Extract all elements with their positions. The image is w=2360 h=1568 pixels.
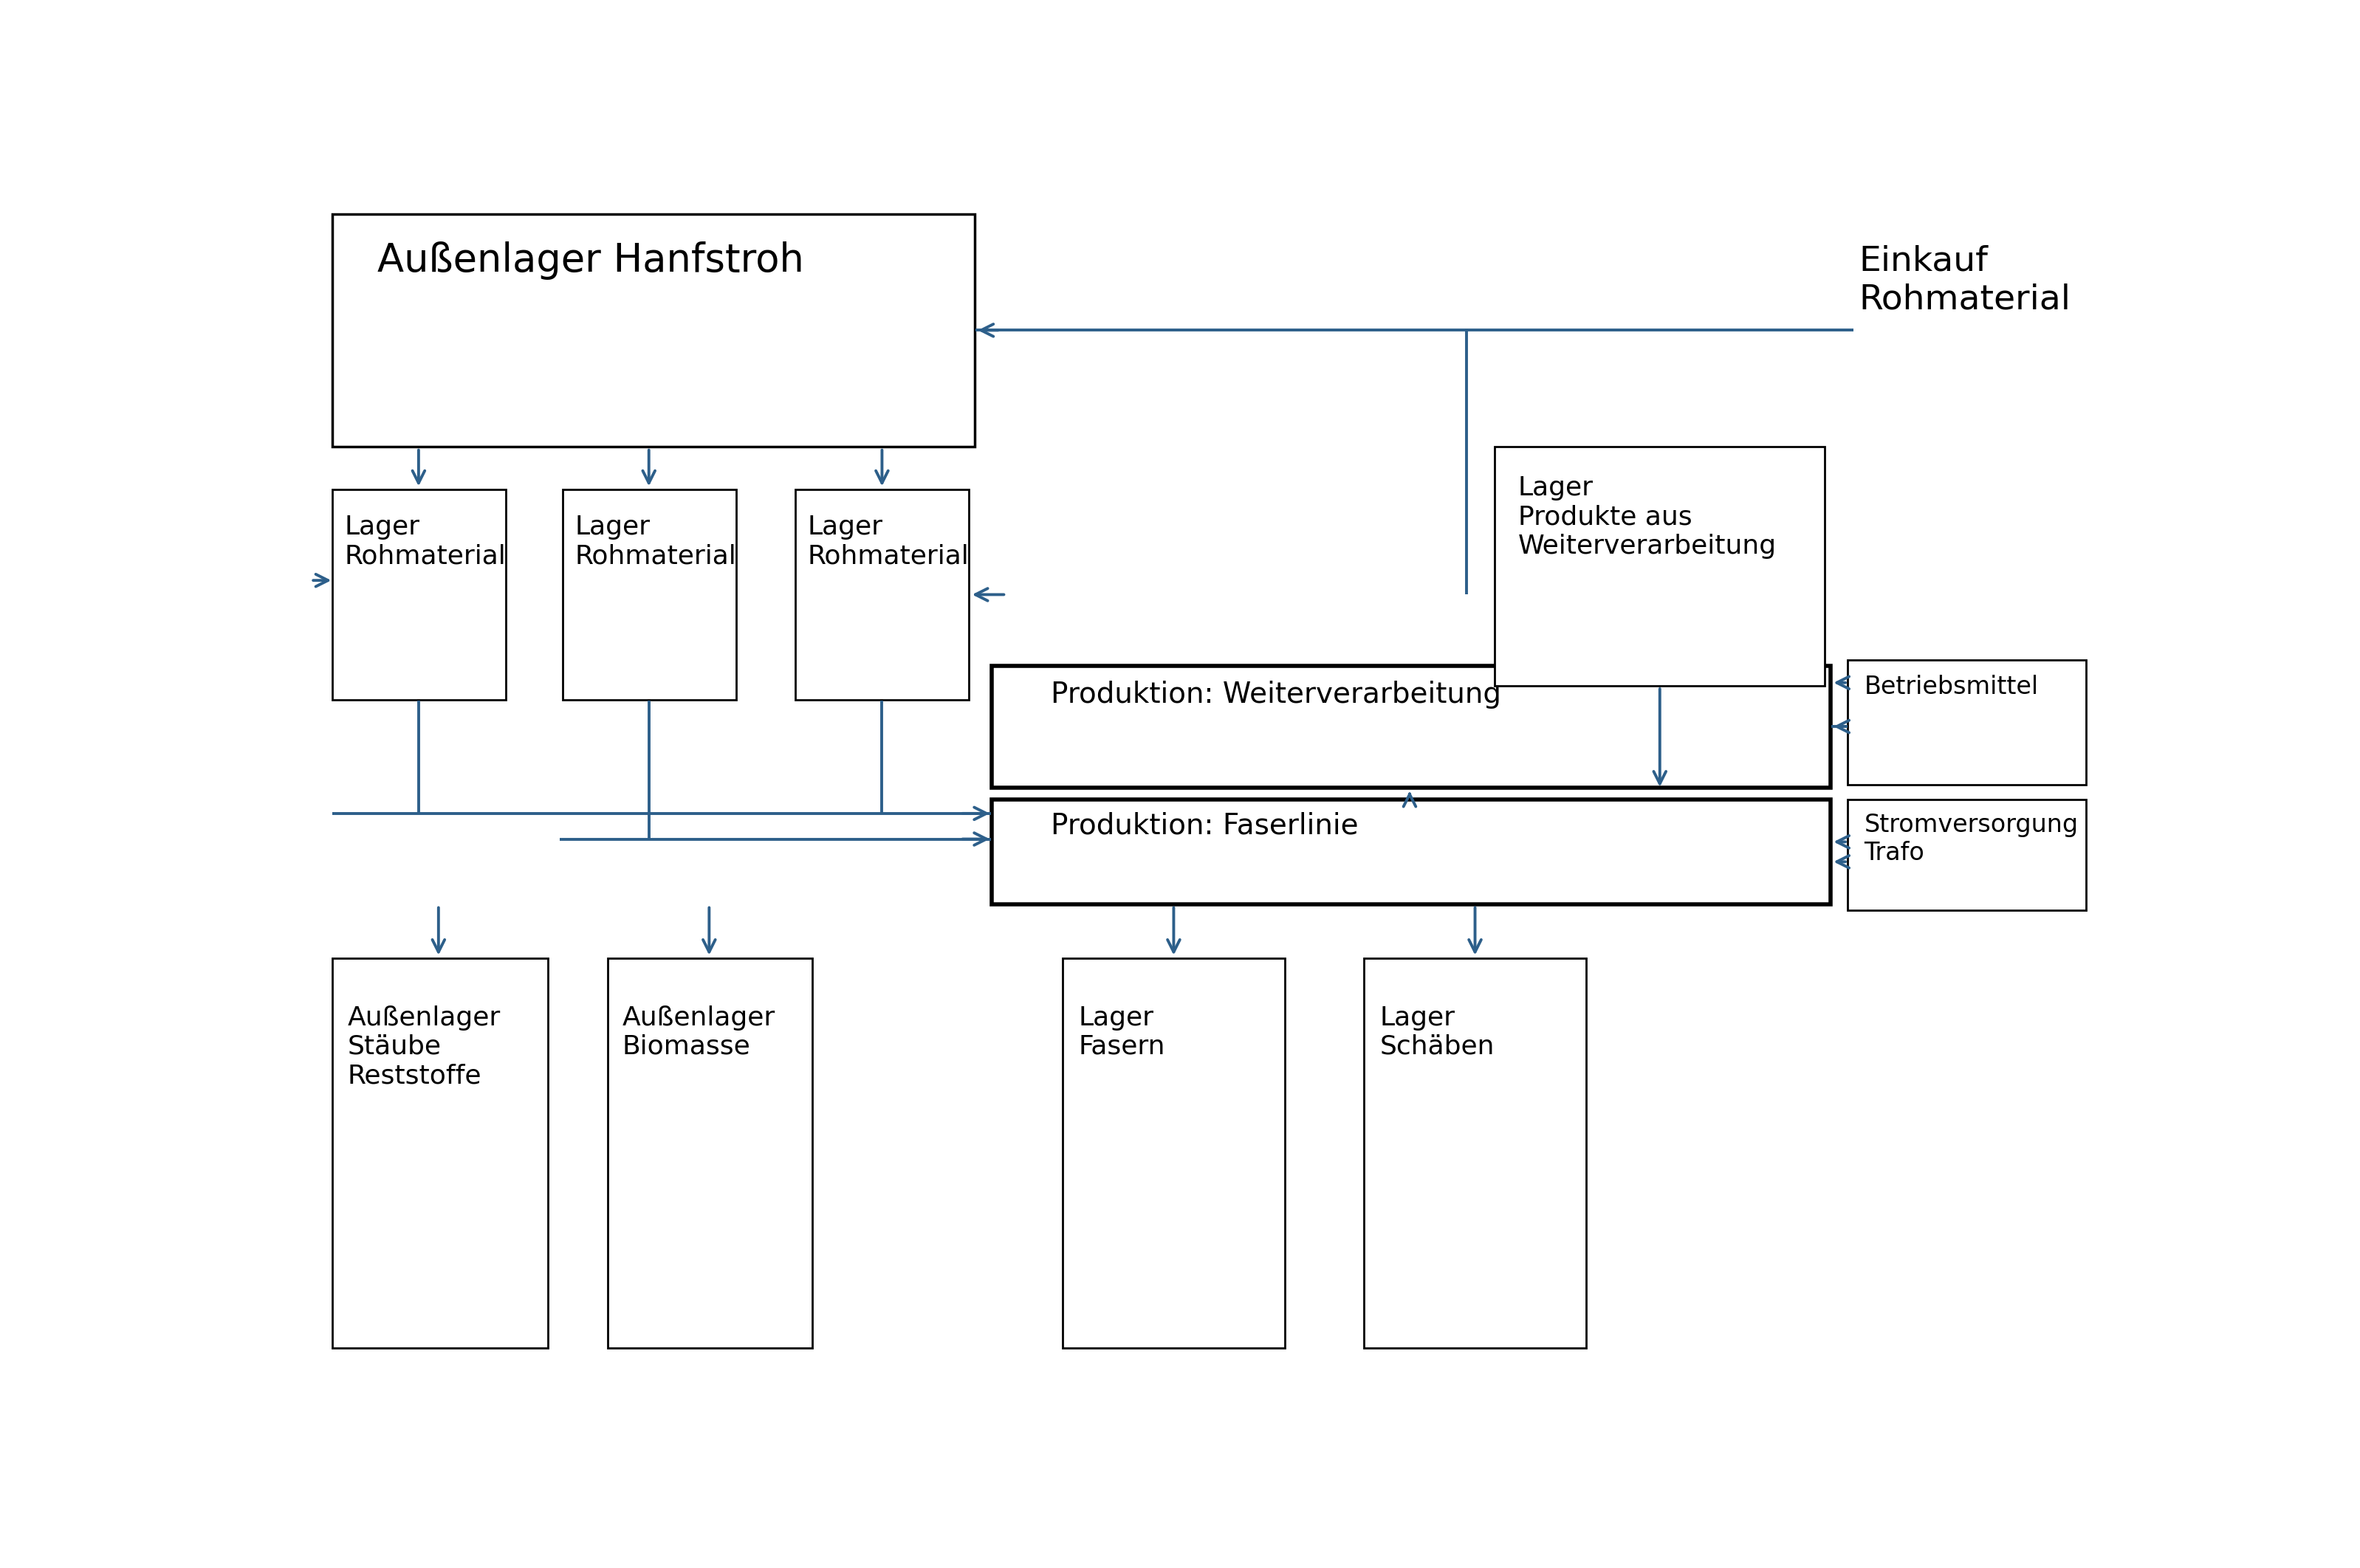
Bar [1494,447,1824,685]
Bar [1062,958,1284,1348]
Text: Produktion: Weiterverarbeitung: Produktion: Weiterverarbeitung [1050,681,1501,709]
Bar [991,666,1831,787]
Text: Außenlager
Biomasse: Außenlager Biomasse [623,1005,776,1060]
Bar [991,800,1831,905]
Bar [333,213,975,447]
Text: Lager
Rohmaterial: Lager Rohmaterial [345,514,505,569]
Text: Lager
Schäben: Lager Schäben [1381,1005,1494,1060]
Text: Lager
Produkte aus
Weiterverarbeitung: Lager Produkte aus Weiterverarbeitung [1517,475,1777,558]
Bar [1848,800,2086,909]
Text: Lager
Rohmaterial: Lager Rohmaterial [573,514,736,569]
Text: Produktion: Faserlinie: Produktion: Faserlinie [1050,812,1357,840]
Text: Einkauf
Rohmaterial: Einkauf Rohmaterial [1860,245,2070,317]
Bar [333,489,505,699]
Bar [609,958,812,1348]
Bar [562,489,736,699]
Bar [795,489,970,699]
Bar [333,958,548,1348]
Text: Lager
Rohmaterial: Lager Rohmaterial [807,514,970,569]
Bar [1364,958,1586,1348]
Bar [1848,660,2086,786]
Text: Stromversorgung
Trafo: Stromversorgung Trafo [1864,812,2079,866]
Text: Lager
Fasern: Lager Fasern [1079,1005,1166,1060]
Text: Außenlager Hanfstroh: Außenlager Hanfstroh [378,241,805,281]
Text: Außenlager
Stäube
Reststoffe: Außenlager Stäube Reststoffe [347,1005,500,1088]
Text: Betriebsmittel: Betriebsmittel [1864,674,2039,699]
